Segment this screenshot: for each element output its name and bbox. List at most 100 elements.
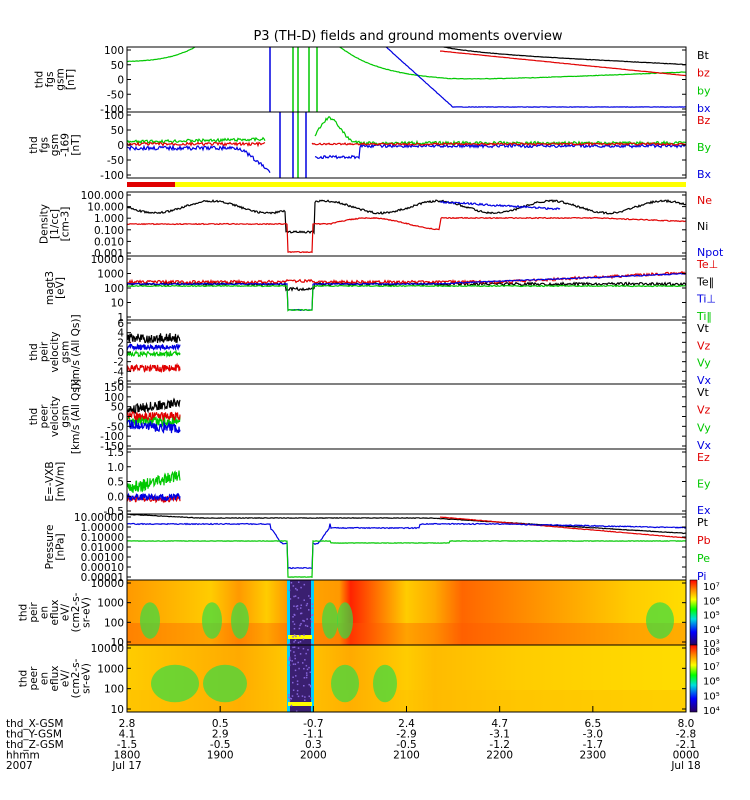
svg-text:[km/s (All Qs)]: [km/s (All Qs)] xyxy=(70,314,82,389)
trace-Bx2 xyxy=(314,143,686,160)
legend-Pt: Pt xyxy=(697,516,709,529)
legend-Ti‖: Ti‖ xyxy=(696,310,712,323)
y-tick-label: 6 xyxy=(117,318,124,330)
y-axis-label: Density[1/cc][cm-3] xyxy=(39,204,72,244)
svg-text:eflux: eflux xyxy=(49,666,61,692)
legend-Vz: Vz xyxy=(697,339,711,352)
x-tick-label: 2100 xyxy=(393,750,420,762)
y-tick-label: 0 xyxy=(117,412,124,424)
y-tick-label: 100 xyxy=(104,45,124,57)
y-tick-label: 0 xyxy=(117,140,124,152)
y-tick-label: 0.5 xyxy=(107,477,124,489)
x-tick-label: -1.1 xyxy=(303,729,324,741)
x-tick-label: 4.1 xyxy=(119,729,136,741)
x-tick-label: 0.3 xyxy=(305,739,322,751)
panel-peer_eflux: 10⁸ 10⁷ 10⁶ 10⁵ 10⁴ 10000 1000 100 10 thdpeerenef… xyxy=(18,643,720,717)
legend-bx: bx xyxy=(697,102,711,115)
colorbar-label: 10⁵ xyxy=(703,611,720,622)
data-gap-band xyxy=(288,580,312,645)
y-tick-label: 100 xyxy=(104,617,124,629)
y-tick-label: 150 xyxy=(104,382,124,394)
x-tick-label: 0.5 xyxy=(212,718,229,730)
legend-Vx: Vx xyxy=(697,439,712,452)
quality-flag-bar xyxy=(127,182,686,187)
svg-text:[nT]: [nT] xyxy=(65,69,77,90)
y-tick-label: -4 xyxy=(114,366,125,378)
y-tick-label: 50 xyxy=(111,402,124,414)
y-tick-label: 0.001 xyxy=(94,248,124,260)
x-tick-label: -0.5 xyxy=(396,739,417,751)
svg-text:thd: thd xyxy=(28,136,40,153)
panel-frame xyxy=(126,46,687,113)
svg-text:gsm: gsm xyxy=(49,134,61,156)
trace-Bz2 xyxy=(311,141,686,147)
svg-text:peir: peir xyxy=(28,602,40,623)
legend-Pb: Pb xyxy=(697,534,711,547)
y-tick-label: 10000 xyxy=(91,643,124,655)
svg-text:[nPa]: [nPa] xyxy=(54,533,66,560)
colorbar-label: 10⁸ xyxy=(703,647,720,658)
y-tick-label: -50 xyxy=(107,155,124,167)
y-tick-label: 100.000 xyxy=(81,190,124,202)
svg-text:thd: thd xyxy=(28,408,40,425)
colorbar-label: 10⁶ xyxy=(703,596,720,607)
x-tick-label: 8.0 xyxy=(678,718,695,730)
trace-bx xyxy=(385,47,686,108)
trace-By2 xyxy=(314,115,686,146)
y-tick-label: 10 xyxy=(111,298,124,310)
panel-frame xyxy=(126,255,687,321)
legend-Npot: Npot xyxy=(697,246,724,259)
y-axis-label: E=-VXB[mV/m] xyxy=(44,461,67,501)
trace-Tiperp xyxy=(127,272,686,312)
legend-Ti⊥: Ti⊥ xyxy=(696,293,716,306)
y-tick-label: 0.0 xyxy=(107,491,124,503)
y-tick-label: 1 xyxy=(117,312,124,324)
colorbar-label: 10⁴ xyxy=(703,625,720,636)
svg-text:[mV/m]: [mV/m] xyxy=(54,462,66,501)
legend-Bz: Bz xyxy=(697,114,711,127)
colorbar-label: 10⁷ xyxy=(703,582,720,593)
trace-Vy xyxy=(127,349,181,359)
y-tick-label: -2 xyxy=(114,357,124,369)
x-tick-label: 2300 xyxy=(579,750,606,762)
y-tick-label: -150 xyxy=(100,441,124,453)
legend-Vy: Vy xyxy=(697,357,711,370)
panel-temp: 10000 1000 100 10 1 magt3[eV] Te⊥ Te‖ Ti⊥ Ti‖ xyxy=(44,254,718,324)
y-tick-label: 100 xyxy=(104,684,124,696)
trace-Vz xyxy=(127,410,181,423)
trace-Pi xyxy=(127,522,686,570)
trace-Ne xyxy=(127,216,686,254)
y-tick-label: 1.00000 xyxy=(81,522,124,534)
y-tick-label: 1000 xyxy=(97,663,124,675)
y-tick-label: 2 xyxy=(117,337,124,349)
trace-Ez xyxy=(127,494,181,504)
colorbar-label: 10⁷ xyxy=(703,662,720,673)
y-tick-label: 100 xyxy=(104,110,124,122)
y-tick-label: 10.00000 xyxy=(74,512,124,524)
colorbar xyxy=(689,644,698,713)
legend-Vt: Vt xyxy=(697,322,710,335)
x-tick-label: 2200 xyxy=(486,750,513,762)
y-tick-label: -100 xyxy=(100,431,124,443)
svg-text:sr-eV): sr-eV) xyxy=(81,663,93,694)
trace-Bz xyxy=(127,141,266,148)
y-tick-label: -50 xyxy=(107,421,124,433)
x-tick-label: 0000 xyxy=(673,750,700,762)
trace-bt xyxy=(439,47,686,66)
trace-Vt xyxy=(127,397,181,415)
y-axis-label: magt3[eV] xyxy=(44,271,67,305)
y-tick-label: -100 xyxy=(100,104,124,116)
legend-Te‖: Te‖ xyxy=(696,275,714,288)
svg-text:thd: thd xyxy=(18,670,30,687)
x-tick-label: 2.8 xyxy=(119,718,136,730)
y-tick-label: 0.00001 xyxy=(81,572,124,584)
trace-Npot xyxy=(439,200,561,211)
y-tick-label: 10000 xyxy=(91,578,124,590)
